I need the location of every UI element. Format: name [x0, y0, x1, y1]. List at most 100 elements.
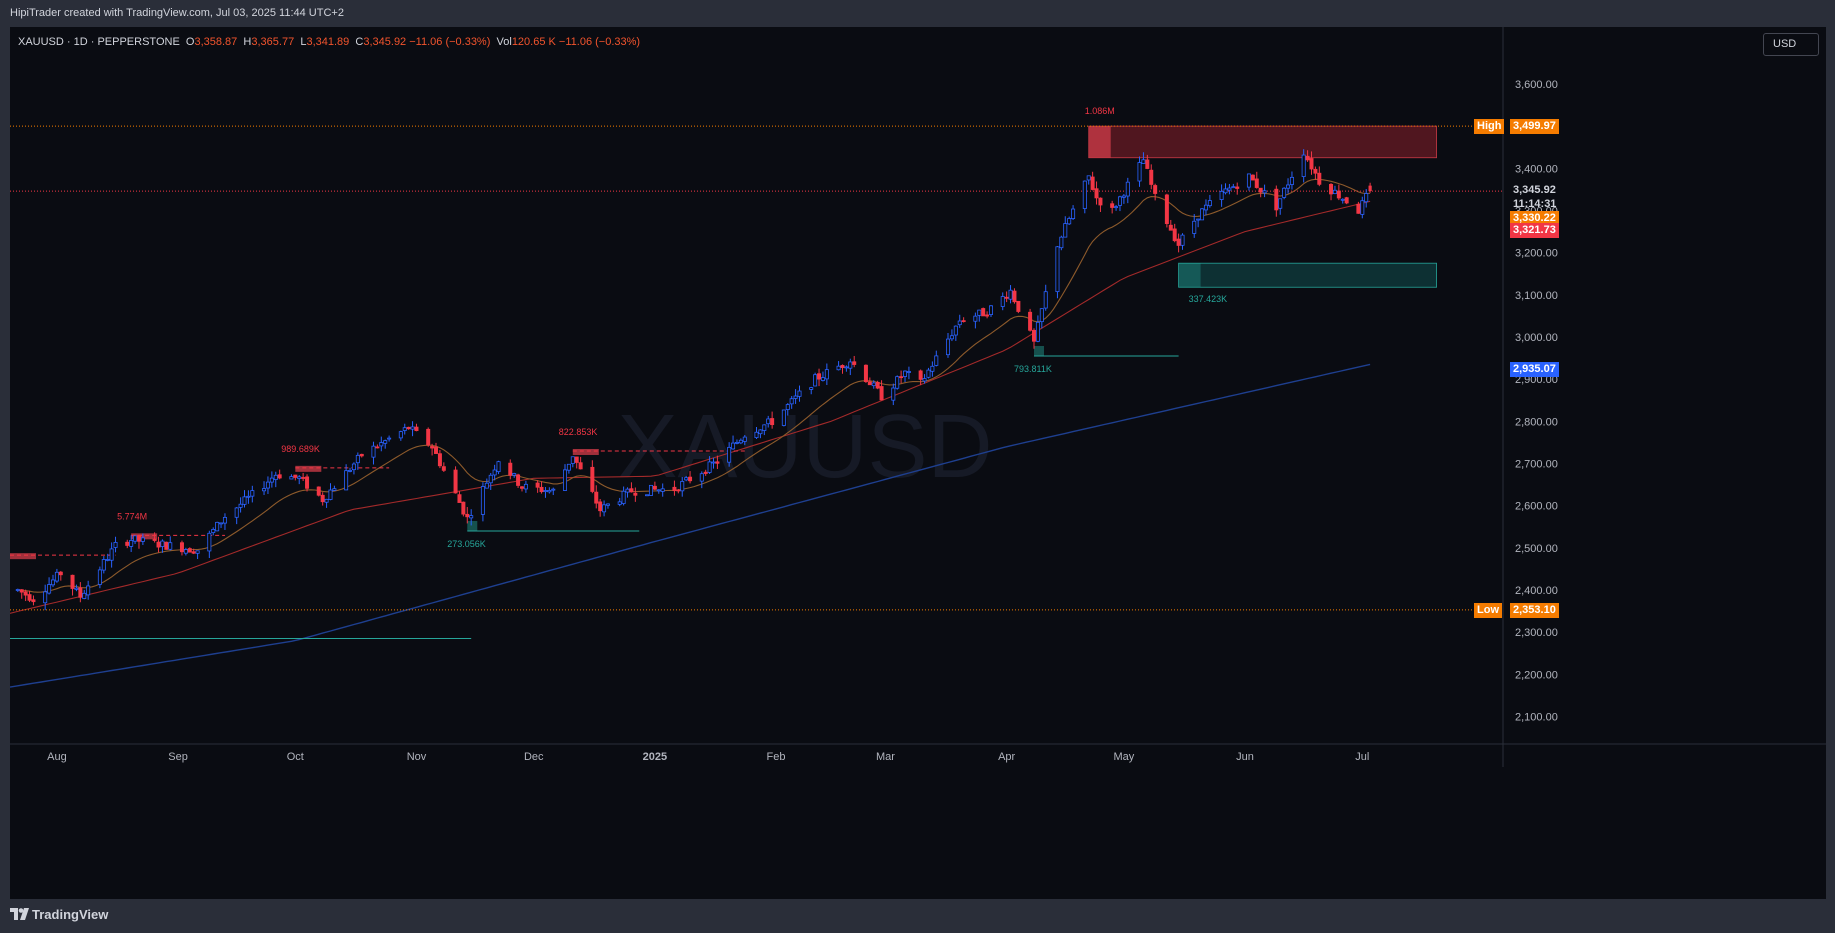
ema-fast-tag: 3,330.22: [1510, 210, 1559, 226]
symbol-legend[interactable]: XAUUSD · 1D · PEPPERSTONE O3,358.87 H3,3…: [18, 36, 640, 48]
volume-level-label: 989.689K: [281, 444, 320, 454]
countdown-tag: 11:14:31: [1513, 198, 1557, 211]
candle-body: [379, 442, 384, 447]
candle-body: [621, 490, 626, 504]
chart-frame[interactable]: XAUUSD 1.086M 337.423K 5.774M 989.689K 822.…: [10, 27, 1826, 899]
y-tick-label: 2,800.00: [1515, 416, 1558, 428]
candle-body: [785, 404, 790, 410]
candle-body: [848, 361, 853, 369]
candle-body: [840, 365, 845, 368]
candle-body: [101, 559, 106, 571]
candle-body: [1172, 228, 1177, 242]
candle-body: [414, 426, 419, 432]
candle-body: [1000, 296, 1005, 307]
candle-body: [1145, 159, 1150, 169]
candle-body: [1117, 196, 1122, 206]
candle-body: [183, 549, 188, 554]
candle-body: [957, 320, 962, 326]
candle-body: [570, 456, 575, 464]
ema-mid-tag: 3,321.73: [1510, 223, 1559, 239]
candle-body: [1063, 223, 1068, 238]
candle-body: [1344, 197, 1349, 204]
candle-body: [543, 490, 548, 492]
tradingview-logo-text[interactable]: TradingView: [32, 907, 109, 922]
candle-body: [375, 446, 380, 449]
candle-body: [82, 592, 87, 599]
candle-body: [844, 366, 849, 369]
candle-body: [242, 496, 247, 505]
low-value-tag: 2,353.10: [1510, 602, 1559, 618]
candle-body: [136, 535, 141, 542]
candle-body: [648, 484, 653, 496]
candle-body: [105, 559, 110, 561]
sma-long-layer: [10, 363, 1371, 688]
candle-body: [946, 338, 951, 356]
volume-level-box: [295, 465, 322, 472]
candle-body: [1340, 198, 1345, 201]
candle-body: [297, 476, 302, 479]
candle-body: [1035, 321, 1040, 342]
candle-body: [656, 489, 661, 492]
candle-body: [320, 494, 325, 503]
chart-svg[interactable]: XAUUSD 1.086M 337.423K 5.774M 989.689K 822.…: [10, 27, 1826, 899]
candle-body: [441, 466, 446, 471]
x-tick-label: Aug: [47, 751, 67, 763]
high-value: 3,365.77: [251, 36, 295, 48]
demand-zone: [1178, 263, 1437, 288]
candle-body: [133, 535, 138, 542]
candle-body: [293, 474, 298, 478]
candle-body: [1110, 203, 1115, 208]
last-candle-body: [1368, 185, 1372, 192]
candle-body: [480, 486, 485, 515]
candle-body: [488, 474, 493, 484]
candle-body: [1141, 159, 1146, 164]
candle-body: [1114, 206, 1119, 209]
ema-mid-line: [10, 200, 1371, 614]
candle-body: [1067, 218, 1072, 225]
candle-body: [469, 515, 474, 519]
y-tick-label: 3,000.00: [1515, 332, 1558, 344]
candle-body: [496, 461, 501, 473]
candle-body: [465, 513, 470, 518]
candle-body: [871, 382, 876, 387]
candle-body: [977, 309, 982, 316]
candle-body: [989, 305, 994, 315]
candle-body: [766, 418, 771, 425]
candle-body: [1360, 200, 1365, 215]
candle-body: [949, 335, 954, 340]
candle-body: [1180, 234, 1185, 246]
demand-zone-label: 337.423K: [1189, 294, 1228, 304]
volume-label: Vol: [496, 36, 512, 48]
candle-body: [1176, 238, 1181, 246]
candle-body: [273, 474, 278, 481]
ema-fast-line: [17, 178, 1371, 593]
candle-body: [1059, 236, 1064, 249]
candle-body: [1278, 198, 1283, 209]
candle-body: [547, 490, 552, 493]
candle-body: [1016, 300, 1021, 312]
candle-body: [516, 474, 521, 486]
y-tick-label: 2,600.00: [1515, 501, 1558, 513]
candle-body: [195, 550, 200, 554]
tradingview-logo-icon[interactable]: [10, 908, 30, 922]
candle-body: [1246, 173, 1251, 188]
candle-body: [58, 571, 63, 576]
x-tick-label: 2025: [643, 751, 667, 763]
candle-body: [1203, 204, 1208, 211]
candle-body: [305, 476, 310, 489]
candle-body: [1301, 154, 1306, 177]
candle-body: [1309, 158, 1314, 170]
candle-body: [1196, 218, 1201, 221]
y-tick-label: 2,700.00: [1515, 459, 1558, 471]
y-tick-label: 3,400.00: [1515, 163, 1558, 175]
candle-body: [519, 486, 524, 489]
symbol-label: XAUUSD · 1D · PEPPERSTONE: [18, 36, 180, 48]
x-tick-label: Oct: [287, 751, 304, 763]
candle-body: [168, 542, 173, 550]
candle-body: [207, 532, 212, 552]
candle-body: [981, 308, 986, 317]
candle-body: [594, 491, 599, 504]
candle-body: [78, 587, 83, 598]
currency-selector[interactable]: USD: [1763, 33, 1819, 56]
demand-zone-origin: [1178, 263, 1201, 288]
